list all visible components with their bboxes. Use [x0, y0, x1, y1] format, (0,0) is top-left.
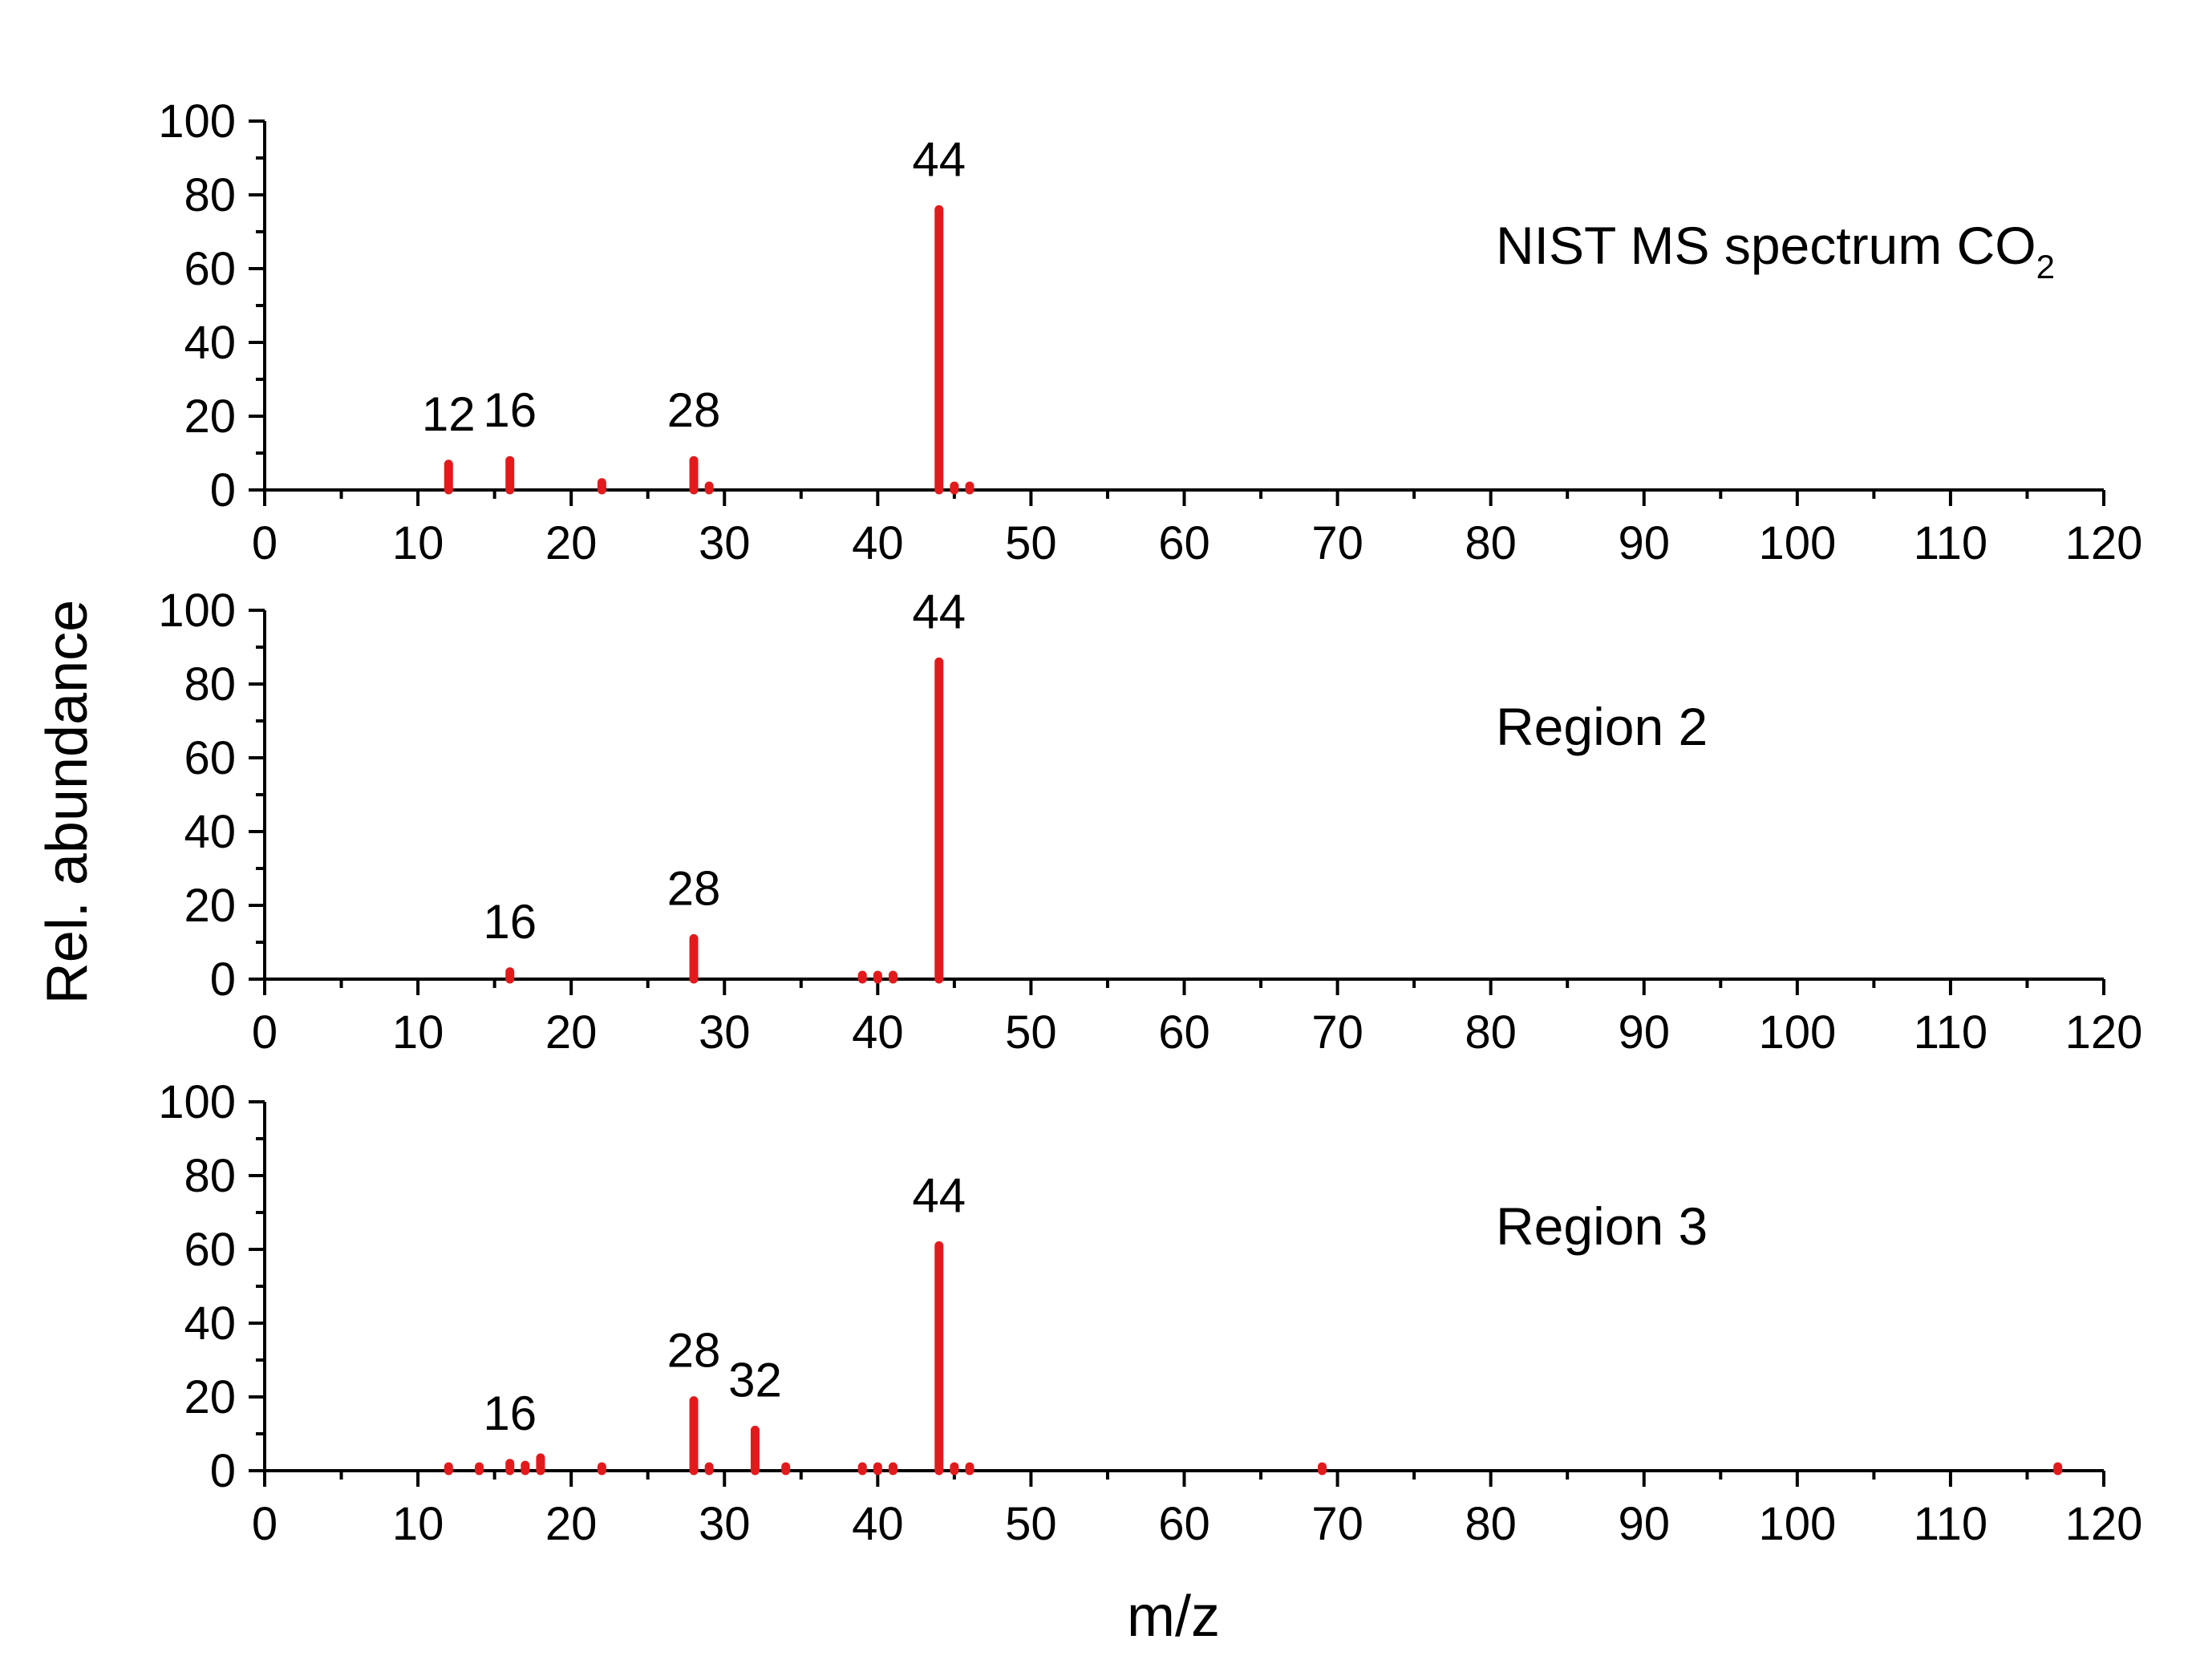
x-tick-label: 70	[1311, 517, 1363, 569]
y-tick-label: 60	[184, 1224, 236, 1276]
peak-label-12: 12	[422, 387, 476, 441]
x-tick-label: 80	[1465, 517, 1517, 569]
x-tick-label: 10	[392, 517, 444, 569]
x-tick-label: 100	[1758, 1498, 1836, 1550]
y-tick-label: 40	[184, 317, 236, 369]
spectrum-panel-3: 0 20 40 60 80 100 0 10 20 30 40 50 60 70 80 90 100 110 120…	[158, 1076, 2142, 1550]
peak-label-44: 44	[912, 1168, 966, 1222]
x-tick-label: 40	[852, 1498, 904, 1550]
peak-label-44: 44	[912, 132, 966, 186]
x-tick-label: 50	[1005, 517, 1057, 569]
x-tick-label: 30	[699, 1006, 751, 1059]
x-tick-label: 100	[1758, 1006, 1836, 1059]
y-tick-label: 60	[184, 732, 236, 784]
y-tick-label: 20	[184, 391, 236, 443]
x-tick-label: 20	[545, 1006, 598, 1059]
panel-label: NIST MS spectrum CO2	[1496, 216, 2055, 285]
x-tick-label: 0	[252, 517, 278, 569]
peak-label-28: 28	[667, 861, 721, 915]
x-tick-label: 0	[252, 1498, 278, 1550]
x-tick-label: 40	[852, 1006, 904, 1059]
x-tick-label: 90	[1618, 1498, 1670, 1550]
y-tick-label: 100	[158, 95, 236, 148]
x-tick-label: 100	[1758, 517, 1836, 569]
y-tick-label: 80	[184, 658, 236, 710]
x-tick-label: 90	[1618, 1006, 1670, 1059]
x-tick-label: 60	[1158, 517, 1210, 569]
peak-label-28: 28	[667, 383, 721, 437]
x-tick-label: 120	[2065, 1006, 2143, 1059]
x-tick-label: 20	[545, 1498, 598, 1550]
x-tick-label: 60	[1158, 1006, 1210, 1059]
peak-label-16: 16	[483, 383, 537, 437]
x-tick-label: 0	[252, 1006, 278, 1059]
y-axis-title: Rel. abundance	[35, 600, 99, 1004]
spectrum-panel-1: 0 20 40 60 80 100 0 10 20 30 40 50 60 70 80 90 100 110 120…	[158, 95, 2142, 569]
y-tick-label: 0	[210, 1445, 236, 1497]
y-tick-label: 20	[184, 880, 236, 932]
panel-label: Region 3	[1496, 1196, 1708, 1256]
y-tick-label: 60	[184, 243, 236, 295]
x-tick-label: 120	[2065, 517, 2143, 569]
x-tick-label: 20	[545, 517, 598, 569]
x-tick-label: 120	[2065, 1498, 2143, 1550]
x-tick-label: 40	[852, 517, 904, 569]
x-tick-label: 70	[1311, 1498, 1363, 1550]
x-tick-label: 110	[1914, 1006, 1987, 1059]
peak-label-44: 44	[912, 585, 966, 638]
x-tick-label: 80	[1465, 1498, 1517, 1550]
y-tick-label: 40	[184, 806, 236, 858]
x-tick-label: 110	[1914, 1498, 1987, 1550]
x-tick-label: 60	[1158, 1498, 1210, 1550]
x-tick-label: 10	[392, 1006, 444, 1059]
y-tick-label: 20	[184, 1371, 236, 1423]
x-tick-label: 30	[699, 517, 751, 569]
x-tick-label: 110	[1914, 517, 1987, 569]
peak-label-32: 32	[728, 1353, 782, 1407]
x-tick-label: 50	[1005, 1006, 1057, 1059]
x-tick-label: 90	[1618, 517, 1670, 569]
peak-label-28: 28	[667, 1324, 721, 1378]
x-tick-label: 80	[1465, 1006, 1517, 1059]
y-tick-label: 80	[184, 169, 236, 221]
spectrum-panel-2: 0 20 40 60 80 100 0 10 20 30 40 50 60 70 80 90 100 110 120…	[158, 585, 2142, 1059]
y-tick-label: 0	[210, 953, 236, 1006]
y-tick-label: 0	[210, 464, 236, 516]
panel-label: Region 2	[1496, 697, 1708, 756]
peak-label-16: 16	[483, 895, 537, 949]
x-tick-label: 70	[1311, 1006, 1363, 1059]
x-axis-title: m/z	[1127, 1585, 1220, 1649]
y-tick-label: 40	[184, 1297, 236, 1350]
x-tick-label: 10	[392, 1498, 444, 1550]
y-tick-label: 100	[158, 1076, 236, 1128]
y-tick-label: 100	[158, 585, 236, 637]
x-tick-label: 50	[1005, 1498, 1057, 1550]
x-tick-label: 30	[699, 1498, 751, 1550]
y-tick-label: 80	[184, 1150, 236, 1202]
peak-label-16: 16	[483, 1387, 537, 1440]
